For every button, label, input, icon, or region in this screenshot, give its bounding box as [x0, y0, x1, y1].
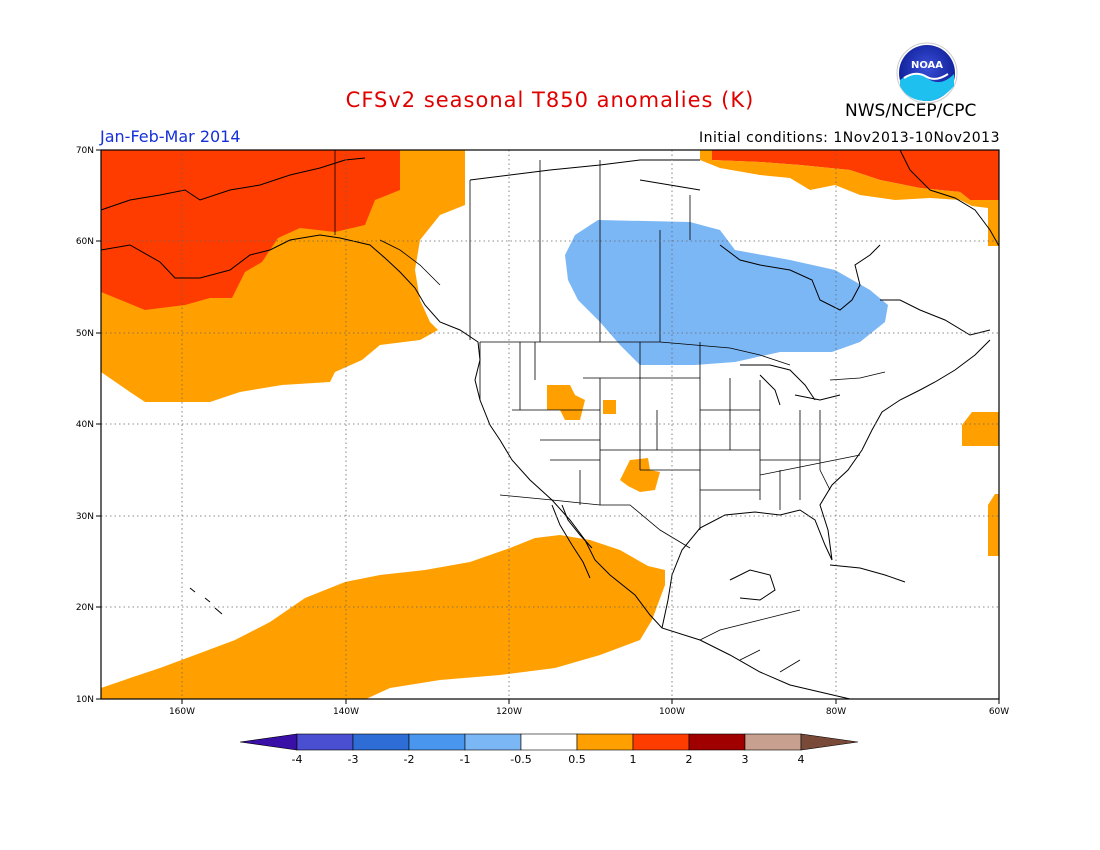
anomaly-fills	[101, 150, 999, 699]
lat-label: 10N	[76, 695, 94, 705]
colorbar-segment	[296, 733, 354, 751]
coast-great-lakes	[740, 364, 841, 406]
colorbar-segment	[408, 733, 466, 751]
lat-label: 30N	[76, 512, 94, 522]
anomaly-orange-subtropics	[101, 535, 665, 699]
anomaly-orange-nm	[620, 458, 660, 492]
colorbar-label: 0.5	[568, 753, 586, 766]
lon-label: 120W	[496, 707, 522, 717]
anomaly-orange-colorado	[603, 400, 616, 414]
colorbar-segment	[352, 733, 410, 751]
lon-labels: 160W 140W 120W 100W 80W 60W	[169, 707, 1009, 717]
coast-hudson	[719, 244, 881, 311]
colorbar-label: -4	[292, 753, 303, 766]
colorbar-segment	[688, 733, 746, 751]
lat-labels: 70N 60N 50N 40N 30N 20N 10N	[76, 146, 94, 705]
lon-label: 160W	[169, 707, 195, 717]
colorbar-label: 4	[798, 753, 805, 766]
coast-labrador	[880, 299, 991, 336]
coast-cuba	[829, 564, 906, 583]
lat-label: 20N	[76, 603, 94, 613]
coast-hawaii	[189, 587, 223, 615]
tick-marks	[96, 149, 1000, 704]
colorbar-segment	[464, 733, 522, 751]
colorbar: -4 -3 -2 -1 -0.5 0.5 1 2 3 4	[239, 733, 859, 766]
central-america-lines	[699, 609, 801, 673]
political-boundaries	[334, 150, 886, 673]
lat-label: 40N	[76, 420, 94, 430]
map-title: CFSv2 seasonal T850 anomalies (K)	[345, 88, 755, 112]
colorbar-label: 3	[742, 753, 749, 766]
coast-arctic	[469, 159, 701, 191]
colorbar-label: -1	[460, 753, 471, 766]
logo-text: NOAA	[911, 60, 943, 71]
lat-label: 60N	[76, 237, 94, 247]
coast-greenland	[899, 149, 1000, 247]
colorbar-segment	[744, 733, 802, 751]
colorbar-segment	[632, 733, 690, 751]
anomaly-orange-atlantic-2	[988, 494, 999, 556]
lat-label: 70N	[76, 146, 94, 156]
anomaly-red-alaska	[101, 150, 400, 310]
forecast-period: Jan-Feb-Mar 2014	[100, 127, 241, 146]
colorbar-label: -3	[348, 753, 359, 766]
lon-label: 80W	[826, 707, 846, 717]
state-lines	[479, 342, 861, 530]
initial-conditions: Initial conditions: 1Nov2013-10Nov2013	[698, 130, 1000, 146]
coast-yucatan	[729, 569, 776, 601]
province-lines	[379, 160, 691, 342]
coast-baja	[551, 504, 593, 579]
colorbar-segment	[520, 733, 578, 751]
lat-label: 50N	[76, 329, 94, 339]
colorbar-segment	[576, 733, 634, 751]
lon-label: 100W	[659, 707, 685, 717]
anomaly-orange-utah	[547, 385, 585, 420]
colorbar-label: 2	[686, 753, 693, 766]
coastlines	[100, 149, 1000, 700]
colorbar-label: -2	[404, 753, 415, 766]
colorbar-arrow-left	[239, 733, 298, 751]
graticule	[101, 150, 999, 699]
coast-alaska	[100, 157, 851, 700]
lon-label: 60W	[989, 707, 1009, 717]
noaa-logo-icon: NOAA	[896, 42, 958, 104]
us-mexico-border	[499, 494, 691, 549]
lon-label: 140W	[333, 707, 359, 717]
anomaly-blue-canada	[565, 220, 888, 365]
colorbar-label: 1	[630, 753, 637, 766]
colorbar-arrow-right	[800, 733, 859, 751]
colorbar-label: -0.5	[510, 753, 531, 766]
anomaly-orange-ne	[700, 150, 999, 246]
agency-label: NWS/NCEP/CPC	[845, 101, 977, 121]
anomaly-orange-atlantic-1	[962, 412, 999, 446]
